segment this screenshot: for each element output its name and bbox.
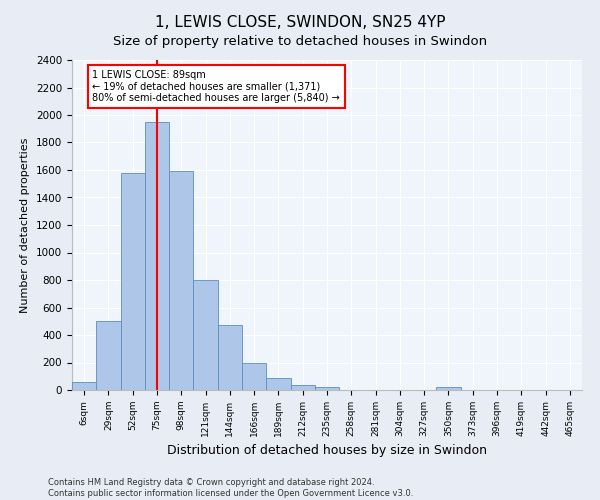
- Bar: [193, 280, 218, 390]
- Bar: [242, 363, 266, 390]
- Bar: [96, 322, 121, 390]
- Bar: [121, 173, 145, 390]
- Bar: [169, 172, 193, 390]
- Bar: [290, 385, 315, 390]
- Y-axis label: Number of detached properties: Number of detached properties: [20, 138, 31, 312]
- Bar: [436, 386, 461, 390]
- Text: Contains HM Land Registry data © Crown copyright and database right 2024.
Contai: Contains HM Land Registry data © Crown c…: [48, 478, 413, 498]
- X-axis label: Distribution of detached houses by size in Swindon: Distribution of detached houses by size …: [167, 444, 487, 458]
- Bar: [218, 324, 242, 390]
- Bar: [72, 382, 96, 390]
- Text: Size of property relative to detached houses in Swindon: Size of property relative to detached ho…: [113, 35, 487, 48]
- Text: 1 LEWIS CLOSE: 89sqm
← 19% of detached houses are smaller (1,371)
80% of semi-de: 1 LEWIS CLOSE: 89sqm ← 19% of detached h…: [92, 70, 340, 103]
- Text: 1, LEWIS CLOSE, SWINDON, SN25 4YP: 1, LEWIS CLOSE, SWINDON, SN25 4YP: [155, 15, 445, 30]
- Bar: [315, 386, 339, 390]
- Bar: [145, 122, 169, 390]
- Bar: [266, 378, 290, 390]
